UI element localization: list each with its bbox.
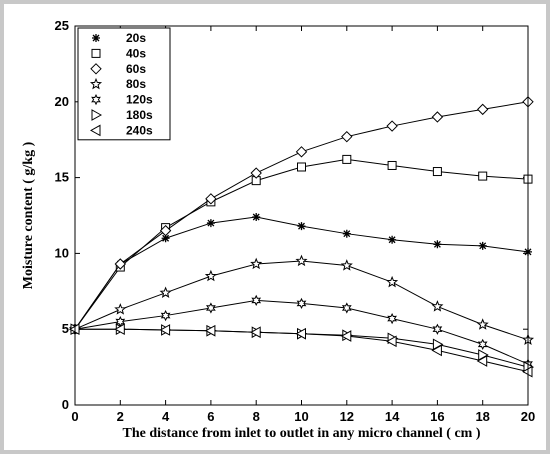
x-tick-label: 6 [207, 409, 214, 424]
data-point-60s [386, 120, 398, 132]
x-tick-label: 12 [340, 409, 354, 424]
data-point-240s [204, 324, 216, 337]
data-point-20s [297, 222, 306, 231]
data-point-20s [206, 219, 215, 228]
data-point-60s [341, 130, 353, 143]
legend-label: 240s [126, 123, 153, 137]
data-point-40s [297, 162, 306, 172]
data-point-60s [114, 258, 127, 270]
data-point-240s [431, 344, 442, 357]
data-point-20s [161, 234, 170, 243]
legend-marker-120s [91, 93, 101, 106]
y-tick-label: 10 [55, 245, 69, 260]
data-point-120s [296, 297, 307, 310]
legend-item: 60s [90, 62, 146, 76]
x-tick-label: 18 [475, 409, 489, 424]
y-tick-label: 25 [55, 18, 69, 33]
data-point-40s [478, 171, 488, 181]
y-tick-label: 20 [55, 94, 69, 109]
x-tick-label: 16 [430, 409, 444, 424]
legend-label: 80s [126, 77, 146, 91]
x-tick-label: 2 [117, 409, 124, 424]
data-point-80s [295, 254, 308, 267]
data-point-80s [114, 303, 127, 315]
data-point-240s [295, 327, 306, 340]
legend-label: 60s [126, 62, 146, 76]
legend-box [77, 27, 171, 141]
data-point-60s [205, 193, 217, 205]
data-point-120s [341, 302, 352, 314]
series-240s [68, 323, 533, 378]
data-point-20s [342, 229, 351, 238]
y-tick-label: 0 [62, 397, 69, 412]
legend-item: 120s [91, 93, 153, 107]
data-point-80s [250, 257, 263, 270]
legend-marker-240s [89, 124, 101, 137]
plot-area [74, 25, 529, 406]
legend-item: 40s [91, 46, 146, 60]
x-tick-label: 0 [71, 409, 78, 424]
y-tick-label: 15 [55, 170, 69, 185]
data-point-60s [431, 111, 444, 123]
legend-label: 40s [126, 46, 146, 60]
legend-item: 240s [89, 123, 153, 137]
x-tick-label: 14 [385, 409, 400, 424]
data-point-120s [432, 323, 443, 335]
data-point-60s [295, 146, 308, 158]
x-tick-label: 4 [162, 409, 170, 424]
data-point-80s [204, 269, 217, 282]
data-point-240s [340, 330, 352, 342]
data-point-40s [387, 160, 397, 170]
legend-marker-40s [91, 48, 101, 58]
data-point-240s [476, 355, 488, 367]
series-20s [71, 213, 532, 334]
data-point-20s [433, 240, 442, 249]
data-point-80s [431, 300, 444, 312]
data-point-120s [206, 302, 216, 314]
data-point-40s [432, 167, 442, 177]
legend-marker-80s [89, 77, 103, 90]
legend-item: 180s [91, 108, 153, 122]
data-point-120s [160, 309, 171, 322]
legend-label: 120s [126, 93, 153, 107]
legend-marker-180s [91, 109, 103, 121]
data-point-20s [252, 213, 261, 222]
figure-frame: 0 2 4 6 8 10 12 14 16 18 20 0 5 10 15 20 25 The distance… [4, 4, 546, 450]
data-point-20s [388, 235, 397, 244]
x-tick-label: 8 [253, 409, 260, 424]
legend-label: 180s [126, 108, 153, 122]
data-point-20s [478, 241, 487, 250]
legend-label: 20s [126, 31, 146, 45]
data-point-120s [251, 294, 262, 307]
data-point-60s [159, 224, 172, 237]
y-axis-label: Moisture content ( g/kg ) [21, 141, 36, 289]
legend-marker-20s [92, 34, 100, 42]
data-point-80s [340, 259, 353, 271]
data-point-80s [386, 275, 399, 288]
data-point-240s [159, 324, 171, 336]
series-line-20s [74, 216, 529, 330]
x-tick-label: 20 [521, 409, 535, 424]
data-point-240s [114, 323, 125, 336]
data-point-120s [387, 312, 397, 325]
data-point-40s [342, 154, 352, 164]
x-axis-label: The distance from inlet to outlet in any… [122, 426, 480, 441]
axis-ticks: 0 2 4 6 8 10 12 14 16 18 20 0 5 10 15 20 25 [55, 18, 536, 424]
moisture-content-chart: 0 2 4 6 8 10 12 14 16 18 20 0 5 10 15 20 25 The distance… [21, 18, 536, 441]
y-tick-label: 5 [62, 321, 69, 336]
data-point-80s [159, 286, 172, 298]
data-point-240s [250, 326, 261, 339]
data-point-240s [386, 335, 397, 348]
series-60s [69, 96, 534, 335]
legend-item: 80s [89, 77, 146, 91]
x-tick-label: 10 [294, 409, 308, 424]
data-point-60s [476, 103, 489, 116]
data-point-120s [477, 338, 488, 350]
legend-item: 20s [92, 31, 146, 45]
legend-marker-60s [90, 63, 102, 75]
data-point-80s [476, 318, 489, 330]
data-point-60s [250, 167, 262, 179]
